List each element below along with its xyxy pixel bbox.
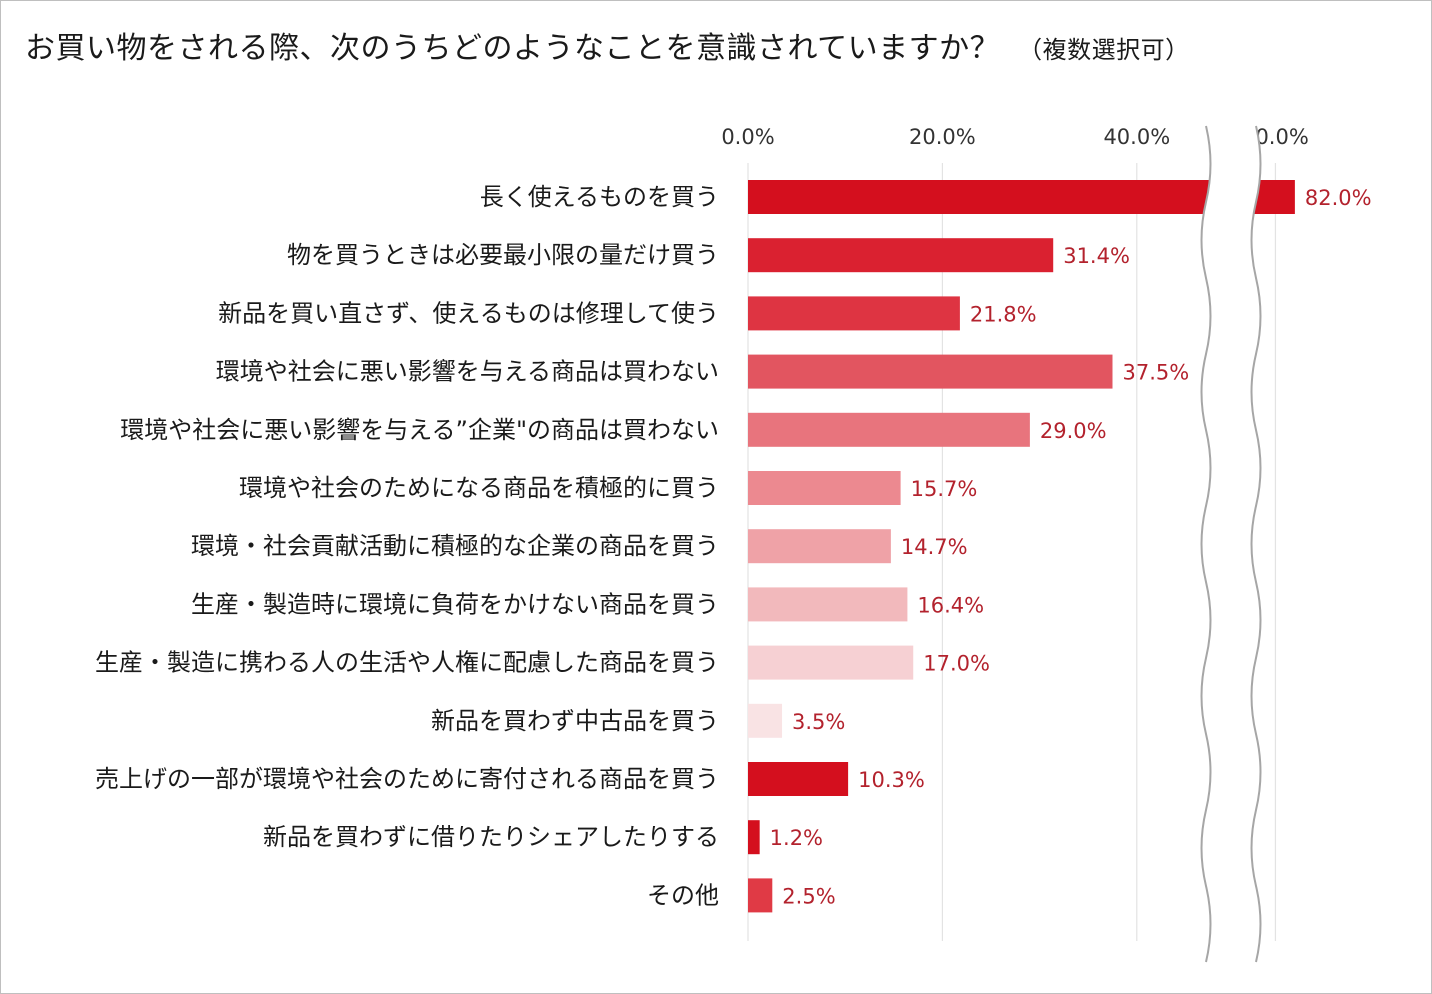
data-label-10: 10.3%: [858, 768, 925, 792]
data-label-2: 21.8%: [970, 302, 1037, 326]
category-label-4: 環境や社会に悪い影響を与える”企業"の商品は買わない: [120, 416, 719, 444]
data-label-8: 17.0%: [923, 652, 990, 676]
category-label-0: 長く使えるものを買う: [480, 183, 719, 211]
chart-title-text: お買い物をされる際、次のうちどのようなことを意識されていますか？: [25, 31, 1001, 66]
data-label-5: 15.7%: [911, 477, 978, 501]
bar-3: [748, 354, 1113, 389]
x-tick-label-2: 40.0%: [1103, 125, 1170, 149]
bar-5: [748, 471, 901, 505]
category-label-7: 生産・製造時に環境に負荷をかけない商品を買う: [191, 590, 719, 618]
data-label-4: 29.0%: [1040, 419, 1107, 443]
x-tick-label-0: 0.0%: [721, 125, 774, 149]
axis-break-line-right: [1250, 125, 1262, 963]
category-label-5: 環境や社会のためになる商品を積極的に買う: [239, 474, 719, 502]
axis-break-gap: [1201, 126, 1261, 962]
category-label-10: 売上げの一部が環境や社会のために寄付される商品を買う: [95, 765, 719, 793]
labels: 長く使えるものを買う 82.0% 物を買うときは必要最小限の量だけ買う 31.4% 新品…: [95, 183, 1372, 909]
category-label-12: その他: [647, 881, 719, 909]
bar-9: [748, 703, 783, 738]
data-label-12: 2.5%: [782, 884, 835, 908]
x-axis-ticks: 0.0% 20.0% 40.0% 80.0%: [721, 125, 1308, 149]
category-label-9: 新品を買わず中古品を買う: [431, 707, 719, 735]
chart-title: お買い物をされる際、次のうちどのようなことを意識されていますか？ （複数選択可）: [25, 23, 1190, 67]
x-tick-label-1: 20.0%: [909, 125, 976, 149]
category-label-8: 生産・製造に携わる人の生活や人権に配慮した商品を買う: [95, 649, 719, 677]
bar-2: [748, 296, 960, 331]
bar-0: [748, 180, 1227, 214]
data-label-0: 82.0%: [1305, 186, 1372, 210]
data-label-3: 37.5%: [1123, 361, 1190, 385]
category-label-2: 新品を買い直さず、使えるものは修理して使う: [218, 299, 719, 327]
bar-12: [748, 878, 773, 913]
data-label-11: 1.2%: [770, 826, 823, 850]
bar-8: [748, 645, 914, 680]
category-label-6: 環境・社会貢献活動に積極的な企業の商品を買う: [191, 532, 719, 560]
bar-10: [748, 762, 849, 796]
axis-break: [1200, 125, 1262, 963]
data-label-1: 31.4%: [1063, 244, 1130, 268]
bar-7: [748, 587, 908, 622]
category-label-3: 環境や社会に悪い影響を与える商品は買わない: [216, 358, 719, 386]
bar-6: [748, 529, 891, 564]
bar-4: [748, 412, 1030, 447]
category-label-11: 新品を買わずに借りたりシェアしたりする: [263, 823, 719, 851]
bar-1: [748, 238, 1054, 273]
data-label-6: 14.7%: [901, 535, 968, 559]
data-label-9: 3.5%: [792, 710, 845, 734]
axis-break-line-left: [1200, 125, 1212, 963]
category-label-1: 物を買うときは必要最小限の量だけ買う: [287, 241, 719, 269]
bar-11: [748, 820, 760, 855]
data-label-7: 16.4%: [917, 593, 984, 617]
chart-subtitle: （複数選択可）: [1018, 36, 1190, 64]
bars: [748, 180, 1295, 913]
